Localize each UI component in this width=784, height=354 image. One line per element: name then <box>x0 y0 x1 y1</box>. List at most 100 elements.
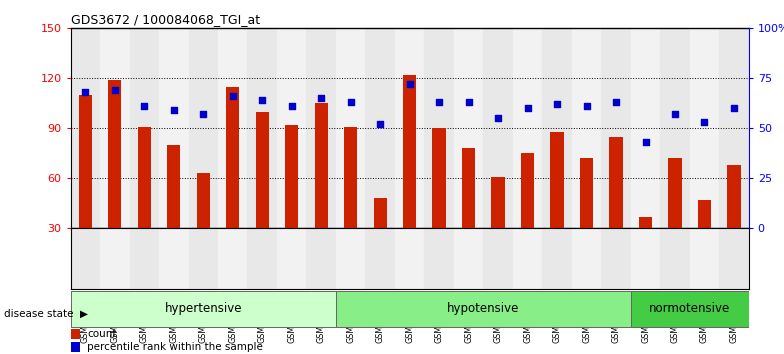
Bar <box>572 28 601 228</box>
Bar <box>365 28 395 228</box>
Bar <box>100 28 129 228</box>
Bar <box>159 228 188 289</box>
Bar <box>550 132 564 228</box>
Point <box>197 112 209 117</box>
Bar <box>660 228 690 289</box>
Bar <box>639 217 652 228</box>
Bar <box>285 125 299 228</box>
Bar <box>314 103 328 228</box>
Bar <box>462 148 475 228</box>
Bar <box>484 228 513 289</box>
Bar <box>660 28 690 228</box>
Bar <box>248 228 277 289</box>
Text: hypertensive: hypertensive <box>165 302 242 315</box>
Point <box>108 87 121 93</box>
Bar <box>521 153 534 228</box>
Point <box>374 121 387 127</box>
Text: percentile rank within the sample: percentile rank within the sample <box>87 342 263 352</box>
Point <box>728 105 740 111</box>
Point <box>403 81 416 87</box>
Bar <box>100 228 129 289</box>
Point <box>669 112 681 117</box>
Point <box>138 103 151 109</box>
Point <box>580 103 593 109</box>
Bar <box>248 28 277 228</box>
Bar <box>78 95 92 228</box>
Bar <box>513 28 543 228</box>
Bar <box>71 28 100 228</box>
Point <box>463 99 475 105</box>
Bar <box>580 158 593 228</box>
Bar <box>188 28 218 228</box>
Bar <box>572 228 601 289</box>
Bar <box>138 127 151 228</box>
Bar <box>609 137 622 228</box>
Bar <box>365 228 395 289</box>
Bar <box>631 28 660 228</box>
Point <box>639 139 652 145</box>
Bar <box>226 87 239 228</box>
Point <box>521 105 534 111</box>
Bar <box>719 28 749 228</box>
Text: normotensive: normotensive <box>649 302 731 315</box>
Point <box>551 102 564 107</box>
Bar <box>433 129 446 228</box>
Bar <box>424 228 454 289</box>
Text: hypotensive: hypotensive <box>447 302 520 315</box>
Bar <box>71 329 80 339</box>
FancyBboxPatch shape <box>631 291 749 327</box>
Bar <box>277 228 307 289</box>
Bar <box>601 228 631 289</box>
Bar <box>218 28 248 228</box>
Point <box>433 99 445 105</box>
Bar <box>719 228 749 289</box>
Bar <box>197 173 210 228</box>
Bar <box>543 228 572 289</box>
Bar <box>256 112 269 228</box>
Bar <box>403 75 416 228</box>
Bar <box>454 228 484 289</box>
Text: count: count <box>87 329 117 339</box>
Bar <box>424 28 454 228</box>
Text: disease state  ▶: disease state ▶ <box>4 308 88 318</box>
Bar <box>492 177 505 228</box>
Bar <box>513 228 543 289</box>
Bar <box>690 28 719 228</box>
Bar <box>344 127 358 228</box>
FancyBboxPatch shape <box>71 291 336 327</box>
Bar <box>601 28 631 228</box>
Bar <box>277 28 307 228</box>
Bar <box>484 28 513 228</box>
Point <box>610 99 622 105</box>
Text: GDS3672 / 100084068_TGI_at: GDS3672 / 100084068_TGI_at <box>71 13 260 26</box>
Bar <box>159 28 188 228</box>
Bar <box>129 28 159 228</box>
Bar <box>336 228 365 289</box>
Bar <box>543 28 572 228</box>
Bar <box>454 28 484 228</box>
Bar <box>188 228 218 289</box>
Point <box>315 96 328 101</box>
Point <box>168 108 180 113</box>
Bar <box>71 342 80 352</box>
Bar <box>71 228 100 289</box>
Bar <box>307 28 336 228</box>
Bar <box>373 198 387 228</box>
Bar <box>307 228 336 289</box>
Bar <box>631 228 660 289</box>
Bar <box>698 200 711 228</box>
Bar <box>336 28 365 228</box>
Bar <box>395 228 424 289</box>
Bar <box>108 80 122 228</box>
Point <box>492 115 504 121</box>
Point <box>699 120 711 125</box>
FancyBboxPatch shape <box>336 291 631 327</box>
Point <box>227 93 239 99</box>
Bar <box>129 228 159 289</box>
Bar <box>669 158 681 228</box>
Point <box>79 90 92 95</box>
Bar <box>690 228 719 289</box>
Bar <box>218 228 248 289</box>
Point <box>285 103 298 109</box>
Bar <box>395 28 424 228</box>
